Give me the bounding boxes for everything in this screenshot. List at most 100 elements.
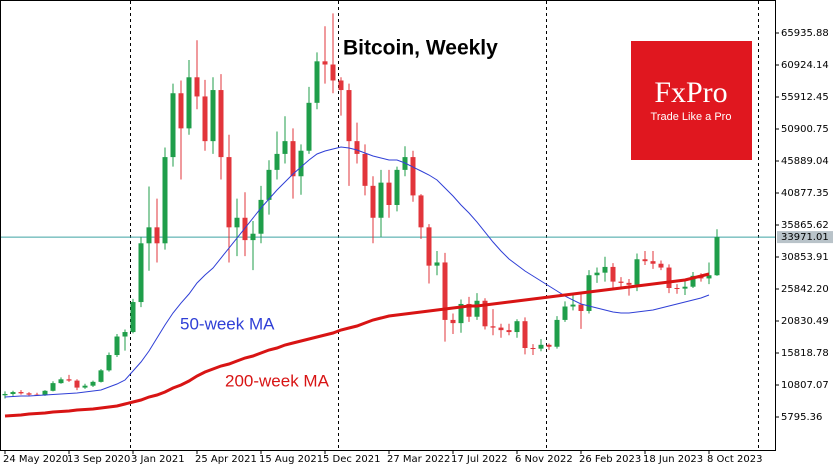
logo-brand: FxPro bbox=[654, 76, 727, 109]
candle-body bbox=[202, 96, 208, 142]
candle-body bbox=[474, 300, 480, 317]
x-tick-label: 27 Mar 2022 bbox=[387, 454, 450, 465]
period-separators bbox=[130, 1, 759, 450]
candle-body bbox=[266, 169, 272, 200]
x-tick-label: 15 Aug 2021 bbox=[259, 454, 323, 465]
candle-body bbox=[10, 392, 16, 394]
candle-body bbox=[450, 319, 456, 324]
x-tick-label: 24 May 2020 bbox=[3, 454, 68, 465]
candle-body bbox=[2, 393, 8, 396]
y-tick-label: 5795.36 bbox=[781, 412, 822, 423]
candle-body bbox=[242, 217, 248, 241]
y-tick-label: 60924.14 bbox=[781, 60, 829, 71]
candle-body bbox=[154, 227, 160, 244]
candle-body bbox=[298, 150, 304, 177]
candle-body bbox=[74, 380, 80, 388]
candle-body bbox=[146, 227, 152, 244]
candle-body bbox=[258, 199, 264, 234]
candle-body bbox=[714, 237, 720, 276]
candle-body bbox=[530, 348, 536, 350]
moving-average-line bbox=[4, 146, 710, 398]
current-price-box bbox=[777, 231, 833, 244]
candle-body bbox=[122, 332, 128, 337]
y-tick-label: 65935.88 bbox=[781, 28, 829, 39]
candle-body bbox=[346, 90, 352, 142]
candle-body bbox=[178, 93, 184, 129]
candle-body bbox=[26, 393, 32, 395]
candle-body bbox=[514, 321, 520, 333]
candle-body bbox=[58, 379, 64, 384]
candle-body bbox=[642, 259, 648, 262]
candle-body bbox=[42, 390, 48, 396]
y-tick-label: 45889.04 bbox=[781, 156, 829, 167]
candle-body bbox=[210, 90, 216, 142]
candle-body bbox=[106, 355, 112, 371]
candle-body bbox=[90, 381, 96, 386]
candle-body bbox=[626, 282, 632, 285]
candle-body bbox=[666, 267, 672, 288]
candle-body bbox=[418, 195, 424, 228]
y-tick-label: 35865.62 bbox=[781, 220, 829, 231]
current-price-label: 33971.01 bbox=[781, 232, 829, 243]
candle-body bbox=[130, 302, 136, 333]
candle-body bbox=[354, 141, 360, 154]
candle-body bbox=[138, 243, 144, 303]
candle-body bbox=[330, 64, 336, 81]
candle-body bbox=[18, 392, 24, 394]
y-tick-label: 10807.07 bbox=[781, 380, 829, 391]
candle-body bbox=[186, 77, 192, 129]
x-tick-label: 18 Jun 2023 bbox=[643, 454, 703, 465]
candle-body bbox=[386, 182, 392, 205]
candle-body bbox=[610, 266, 616, 282]
candle-body bbox=[410, 157, 416, 196]
candle-body bbox=[378, 182, 384, 218]
candle-body bbox=[218, 90, 224, 158]
candle-body bbox=[650, 261, 656, 264]
x-tick-label: 17 Jul 2022 bbox=[451, 454, 508, 465]
candle-body bbox=[506, 330, 512, 333]
candle-body bbox=[274, 153, 280, 170]
candle-body bbox=[194, 77, 200, 97]
chart-title: Bitcoin, Weekly bbox=[343, 37, 498, 60]
y-tick-label: 50900.75 bbox=[781, 124, 829, 135]
y-tick-label: 15818.78 bbox=[781, 348, 829, 359]
x-tick-label: 8 Oct 2023 bbox=[707, 454, 762, 465]
plot bbox=[1, 13, 775, 418]
y-tick-label: 40877.35 bbox=[781, 188, 829, 199]
candle-body bbox=[458, 303, 464, 324]
line-annotation: 200-week MA bbox=[225, 371, 330, 390]
candle-body bbox=[306, 102, 312, 151]
candle-body bbox=[234, 217, 240, 228]
candle-body bbox=[290, 141, 296, 177]
candle-body bbox=[522, 321, 528, 349]
candle-body bbox=[98, 370, 104, 382]
y-tick-label: 25842.20 bbox=[781, 284, 829, 295]
candle-body bbox=[498, 327, 504, 331]
y-tick-label: 30853.91 bbox=[781, 252, 829, 263]
y-tick-label: 55912.45 bbox=[781, 92, 829, 103]
candle-body bbox=[50, 383, 56, 391]
logo-tagline: Trade Like a Pro bbox=[651, 111, 732, 123]
x-tick-label: 5 Dec 2021 bbox=[323, 454, 381, 465]
candle-body bbox=[226, 157, 232, 228]
candle-body bbox=[322, 61, 328, 65]
candle-body bbox=[426, 227, 432, 266]
x-tick-label: 3 Jan 2021 bbox=[131, 454, 185, 465]
candle-body bbox=[546, 344, 552, 347]
candle-body bbox=[250, 233, 256, 241]
moving-average-line bbox=[4, 272, 710, 418]
candle-body bbox=[114, 336, 120, 356]
candle-body bbox=[578, 304, 584, 311]
candle-body bbox=[706, 275, 712, 279]
candle-body bbox=[562, 306, 568, 320]
candle-body bbox=[538, 344, 544, 349]
candle-body bbox=[570, 304, 576, 307]
candle-body bbox=[602, 266, 608, 273]
y-tick-label: 20830.49 bbox=[781, 316, 829, 327]
candle-body bbox=[554, 319, 560, 347]
candle-body bbox=[594, 272, 600, 276]
x-tick-label: 6 Nov 2022 bbox=[515, 454, 573, 465]
candle-body bbox=[466, 303, 472, 317]
candle-body bbox=[674, 287, 680, 289]
